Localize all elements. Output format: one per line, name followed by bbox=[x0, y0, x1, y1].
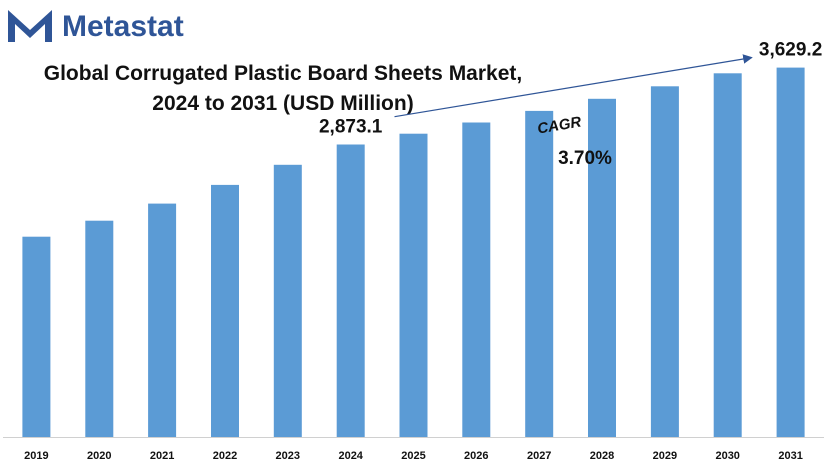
bar-2028 bbox=[588, 98, 616, 438]
chart-title-line-1: Global Corrugated Plastic Board Sheets M… bbox=[44, 62, 522, 85]
bar-2024 bbox=[336, 144, 365, 437]
bar-2025 bbox=[399, 133, 428, 437]
bar-2030 bbox=[713, 73, 742, 438]
x-axis-ticks: 2019 2020 2021 2022 2023 2024 2025 2026 2027 2028… bbox=[24, 450, 803, 462]
data-labels-group: 2,873.1 3,629.2 bbox=[319, 40, 822, 138]
x-tick-2027: 2027 bbox=[527, 450, 551, 462]
cagr-value: 3.70% bbox=[558, 148, 612, 169]
bars-group bbox=[22, 67, 805, 438]
cagr-arrow bbox=[394, 54, 753, 118]
bar-2019 bbox=[22, 236, 51, 437]
bar-2031 bbox=[776, 67, 805, 437]
x-tick-2022: 2022 bbox=[213, 450, 237, 462]
x-tick-2021: 2021 bbox=[150, 450, 174, 462]
x-tick-2031: 2031 bbox=[778, 450, 802, 462]
bar-2029 bbox=[650, 86, 679, 438]
x-tick-2019: 2019 bbox=[24, 450, 48, 462]
brand-name: Metastat bbox=[62, 10, 184, 43]
data-label-2024: 2,873.1 bbox=[319, 117, 383, 138]
metastat-logo-icon bbox=[8, 10, 52, 42]
brand-logo: Metastat bbox=[8, 10, 184, 43]
x-tick-2024: 2024 bbox=[338, 450, 363, 462]
bar-2020 bbox=[85, 220, 114, 437]
x-tick-2030: 2030 bbox=[715, 450, 739, 462]
x-tick-2023: 2023 bbox=[276, 450, 300, 462]
chart-title-line-2: 2024 to 2031 (USD Million) bbox=[152, 92, 413, 115]
x-tick-2020: 2020 bbox=[87, 450, 111, 462]
x-tick-2028: 2028 bbox=[590, 450, 614, 462]
bar-2023 bbox=[273, 164, 302, 438]
x-tick-2026: 2026 bbox=[464, 450, 488, 462]
x-tick-2025: 2025 bbox=[401, 450, 425, 462]
x-tick-2029: 2029 bbox=[653, 450, 677, 462]
bar-2021 bbox=[148, 203, 177, 437]
bar-2027 bbox=[525, 110, 554, 438]
bar-2022 bbox=[211, 184, 239, 437]
bar-2026 bbox=[462, 122, 491, 437]
data-label-2031: 3,629.2 bbox=[759, 40, 822, 61]
